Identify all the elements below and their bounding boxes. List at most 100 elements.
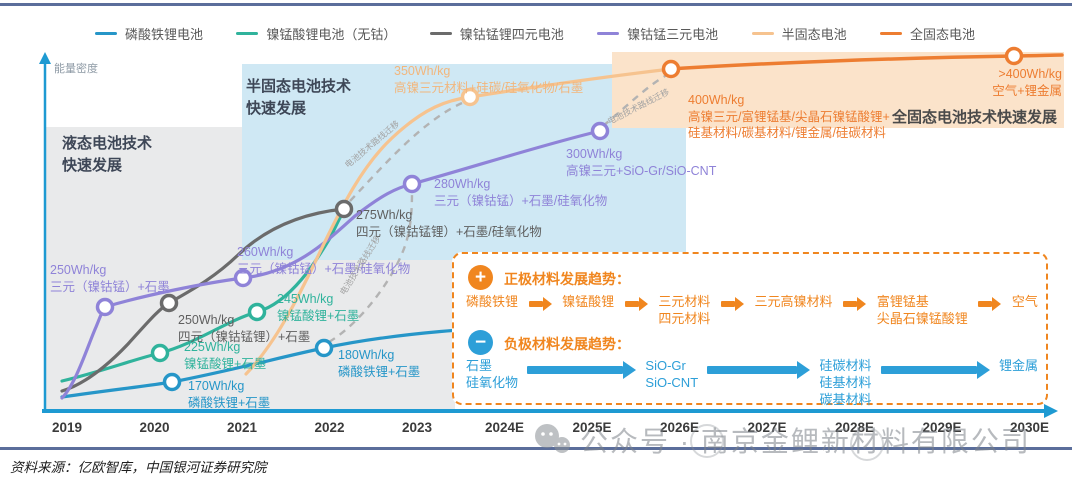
data-point-marker (233, 268, 253, 288)
trend-step-line: 碳基材料 (819, 391, 872, 407)
x-tick-2027E: 2027E (747, 420, 787, 435)
point-label-line: 245Wh/kg (277, 292, 334, 306)
trend-step: 空气 (1012, 294, 1038, 311)
arrow-right-icon (843, 297, 867, 311)
x-tick-2021: 2021 (226, 420, 258, 435)
trend-step-line: 尖晶石镍锰酸锂 (876, 310, 968, 326)
point-label-line: 170Wh/kg (188, 379, 245, 393)
trend-step-line: SiO-CNT (645, 374, 699, 390)
y-axis-label: 能量密度 (54, 63, 98, 75)
data-point-marker (95, 297, 115, 317)
point-label-line: 高镍三元材料+硅碳/硅氧化物/石墨 (394, 80, 584, 95)
all-solid-battery-region (612, 52, 1064, 128)
point-label-p250b: 250Wh/kg 四元（镍钴锰锂）+石墨 (178, 312, 310, 345)
trend-step-line: 硅基材料 (819, 374, 872, 390)
x-tick-2029E: 2029E (922, 420, 962, 435)
bottom-divider (0, 447, 1072, 450)
trend-step: 石墨 硅氧化物 (466, 358, 518, 392)
plus-icon: + (468, 265, 493, 290)
point-label-line: 高镍三元/富锂锰基/尖晶石镍锰酸锂+ (688, 109, 890, 124)
source-note: 资料来源：亿欧智库，中国银河证券研究院 (10, 460, 267, 475)
semi-region-label-line1: 半固态电池技术 (246, 78, 352, 95)
legend-label: 镍锰酸锂电池（无钴） (266, 27, 397, 42)
data-point-marker (247, 302, 267, 322)
point-label-line: 镍锰酸锂+石墨 (184, 356, 267, 371)
point-label-p280: 280Wh/kg 三元（镍钴锰）+石墨/硅氧化物 (434, 176, 607, 209)
migration-dashed-lines (328, 73, 668, 344)
point-label-line: 180Wh/kg (338, 348, 395, 362)
data-point-marker (1004, 46, 1024, 66)
anode-trend-chain: 石墨 硅氧化物 SiO-Gr SiO-CNT 硅碳材料 硅基材料 碳基材料 锂金属 (466, 358, 1038, 409)
trend-step-line: SiO-Gr (645, 358, 686, 373)
legend-dash-icon (236, 32, 259, 35)
legend-label: 全固态电池 (909, 27, 975, 42)
x-tick-2028E: 2028E (834, 420, 875, 435)
cathode-trend-chain: 磷酸铁锂 镍锰酸锂 三元材料 四元材料 三元高镍材料 富锂锰基 尖晶石镍锰酸锂 空气 (466, 294, 1038, 328)
point-label-line: 250Wh/kg (50, 263, 107, 277)
arrow-right-icon (880, 361, 990, 379)
point-label-p400p: >400Wh/kg 空气+锂金属 (944, 66, 1062, 99)
point-label-p250a: 250Wh/kg 三元（镍钴锰）+石墨 (50, 262, 170, 295)
legend-label: 磷酸铁锂电池 (125, 27, 204, 42)
y-axis-arrow-icon (39, 52, 51, 64)
trend-step-line: 富锂锰基 (876, 294, 929, 309)
top-divider (0, 3, 1072, 6)
data-point-marker (460, 87, 480, 107)
semi-region-label: 半固态电池技术 快速发展 (246, 76, 351, 120)
point-label-line: 三元（镍钴锰）+石墨/硅氧化物 (237, 261, 411, 276)
minus-icon: − (468, 330, 493, 355)
data-point-marker (159, 293, 179, 313)
legend-label: 半固态电池 (781, 27, 847, 42)
arrow-right-icon (707, 361, 811, 379)
liquid-region-label: 液态电池技术 快速发展 (62, 133, 152, 177)
trend-step-line: 三元高镍材料 (754, 294, 833, 309)
liquid-region-label-line1: 液态电池技术 (62, 135, 153, 152)
arrow-right-icon (720, 297, 744, 311)
point-label-line: 275Wh/kg (356, 208, 413, 222)
data-point-marker (334, 199, 354, 219)
point-label-line: 四元（镍钴锰锂）+石墨 (178, 329, 311, 344)
point-label-p225: 225Wh/kg 镍锰酸锂+石墨 (184, 339, 266, 372)
x-tick-2030E: 2030E (1009, 420, 1050, 435)
all-solid-curve (669, 53, 1064, 71)
trend-step-line: 空气 (1011, 294, 1038, 309)
x-tick-2020: 2020 (139, 420, 170, 435)
solid-region-label: 全固态电池技术快速发展 (892, 109, 1058, 126)
point-label-line: 三元（镍钴锰）+石墨/硅氧化物 (434, 193, 608, 208)
trend-step: SiO-Gr SiO-CNT (645, 358, 698, 392)
point-label-p260: 260Wh/kg 三元（镍钴锰）+石墨/硅氧化物 (237, 244, 410, 277)
point-label-line: 260Wh/kg (237, 245, 294, 259)
point-label-line: 280Wh/kg (434, 177, 491, 191)
arrow-right-icon (624, 297, 648, 311)
trend-step-line: 硅氧化物 (466, 374, 519, 390)
chart-legend: 磷酸铁锂电池 镍锰酸锂电池（无钴） 镍钴锰锂四元电池 镍钴锰三元电池 半固态电池 全固态电… (95, 24, 975, 43)
data-point-marker (150, 343, 170, 363)
trend-step-line: 锂金属 (998, 358, 1038, 373)
data-point-marker (661, 59, 681, 79)
legend-dash-icon (95, 32, 117, 35)
data-point-markers (95, 46, 1024, 392)
migration-line-3 (602, 73, 668, 127)
x-tick-2026E: 2026E (659, 420, 700, 435)
x-tick-2025E: 2025E (572, 420, 612, 435)
x-tick-2022: 2022 (314, 420, 345, 435)
legend-item-3: 镍钴锰三元电池 (597, 24, 718, 43)
point-label-p170: 170Wh/kg 磷酸铁锂+石墨 (188, 378, 270, 411)
legend-item-4: 半固态电池 (751, 24, 847, 43)
arrow-right-icon (528, 297, 552, 311)
point-label-line: 四元（镍钴锰锂）+石墨/硅氧化物 (356, 224, 542, 239)
trend-step-line: 三元材料 (658, 294, 711, 309)
trend-step: 镍锰酸锂 (562, 294, 614, 311)
x-tick-2023: 2023 (401, 420, 433, 435)
point-label-line: 磷酸铁锂+石墨 (338, 364, 421, 379)
trend-step: 三元高镍材料 (755, 294, 833, 311)
ncm-ternary-curve (60, 129, 602, 400)
x-tick-2019: 2019 (51, 420, 83, 435)
migration-line-1 (328, 191, 414, 344)
legend-label: 镍钴锰三元电池 (627, 27, 719, 42)
legend-dash-icon (429, 32, 452, 35)
legend-item-1: 镍锰酸锂电池（无钴） (236, 24, 396, 43)
data-point-marker (162, 372, 182, 392)
trend-step-line: 石墨 (466, 358, 493, 373)
